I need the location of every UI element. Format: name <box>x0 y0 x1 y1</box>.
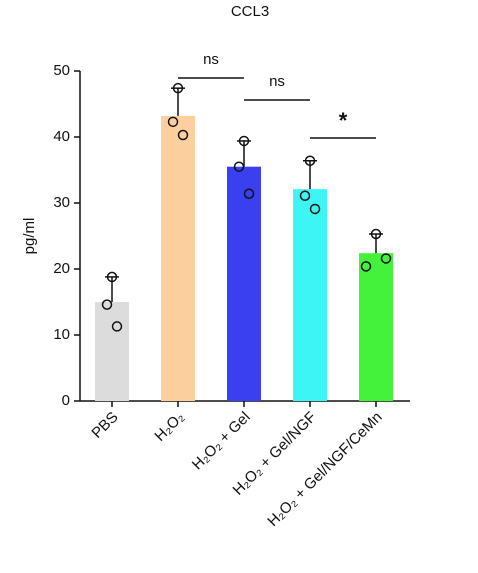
x-tick-label: H₂O₂ + Gel/NGF/CeMn <box>264 409 385 530</box>
data-point <box>111 321 123 332</box>
y-tick-label: 0 <box>62 392 70 409</box>
data-point <box>167 116 179 128</box>
significance-label: ns <box>203 51 219 68</box>
data-point <box>243 188 255 200</box>
data-point <box>309 203 321 215</box>
data-point <box>304 155 316 167</box>
y-tick-label: 30 <box>53 194 70 211</box>
bar <box>359 253 393 401</box>
bar <box>95 302 129 401</box>
data-point <box>106 271 118 283</box>
data-point <box>360 261 372 272</box>
bar <box>161 115 195 401</box>
x-tick-label: PBS <box>88 409 121 442</box>
data-point <box>172 82 184 94</box>
y-axis-label: pg/ml <box>21 218 38 255</box>
chart-title: CCL3 <box>231 3 269 20</box>
significance-label: * <box>339 108 348 133</box>
bar <box>227 166 261 401</box>
x-tick-label: H₂O₂ + Gel <box>189 409 254 474</box>
y-tick-label: 20 <box>53 260 70 277</box>
data-point <box>238 135 250 147</box>
bar <box>293 189 327 401</box>
y-tick-label: 50 <box>53 62 70 79</box>
y-tick-label: 10 <box>53 326 70 343</box>
data-point <box>101 299 113 310</box>
significance-label: ns <box>269 73 285 90</box>
y-tick-label: 40 <box>53 128 70 145</box>
data-point <box>177 129 189 141</box>
x-tick-label: H₂O₂ <box>151 408 187 444</box>
data-point <box>380 253 392 264</box>
data-point <box>233 161 245 172</box>
data-point <box>299 190 311 201</box>
data-point <box>370 228 382 240</box>
